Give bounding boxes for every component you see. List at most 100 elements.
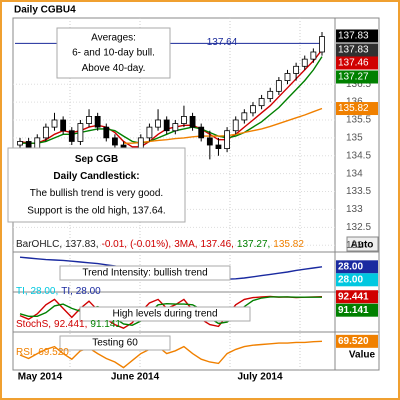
candle-body — [60, 119, 67, 132]
panel-legend-item: 92.441, — [54, 319, 87, 330]
axis-box-bg — [336, 260, 378, 274]
candle-body — [198, 126, 205, 139]
annotation-text: Daily Candlestick: — [53, 171, 139, 182]
y-tick-label: 133.5 — [346, 186, 371, 197]
y-tick-label: 132.5 — [346, 222, 371, 233]
status-line: BarOHLC, 137.83, -0.01, (-0.01%), 3MA, 137.46… — [16, 239, 304, 250]
panel-legend-item: TI, 28.00 — [61, 286, 101, 297]
axis-box-bg — [336, 43, 378, 57]
candle-body — [232, 119, 239, 132]
y-tick-label: 135.5 — [346, 115, 371, 126]
axis-box-label: 69.520 — [338, 336, 369, 347]
panel-note-box — [59, 335, 171, 351]
x-month-label: June 2014 — [111, 372, 160, 383]
candle-body — [146, 126, 153, 139]
axis-frame — [334, 17, 380, 371]
candle-body — [241, 112, 248, 121]
candle-body — [17, 141, 23, 146]
panel-legend-item: StochS, — [16, 319, 51, 330]
status-item: 3MA, — [174, 239, 197, 250]
candle-body — [77, 123, 84, 142]
axis-box: 137.83 — [336, 43, 378, 57]
annotation-box — [56, 27, 171, 79]
annotation-text: Sep CGB — [75, 154, 118, 165]
panel-legend: TI, 28.00, TI, 28.00 — [16, 286, 101, 297]
support-label: 137.64 — [207, 37, 238, 48]
candle-body — [301, 58, 308, 67]
y-tick-label: 134 — [346, 168, 363, 179]
panel-legend-item: RSI, 69.520 — [16, 347, 69, 358]
candle-body — [163, 119, 170, 132]
status-item: 135.82 — [273, 239, 304, 250]
candle-body — [189, 115, 196, 128]
candle-body — [293, 65, 300, 74]
panel-note: High levels during trend — [112, 309, 217, 320]
panel-legend-item: TI, 28.00, — [16, 286, 58, 297]
annotation-text: 6- and 10-day bull. — [72, 48, 155, 59]
candle-body — [155, 119, 161, 128]
y-tick-label: 136.5 — [346, 79, 371, 90]
panel-note: Testing 60 — [92, 338, 138, 349]
candle-body — [86, 115, 92, 124]
candle-body — [68, 130, 75, 142]
candle-body — [319, 36, 325, 53]
axis-box-label: 92.441 — [338, 291, 369, 302]
axis-box: 137.27 — [336, 70, 378, 84]
annotation-text: Averages: — [91, 32, 136, 43]
axis-box-bg — [336, 70, 378, 84]
status-item: BarOHLC, — [16, 239, 62, 250]
axis-box: 137.46 — [336, 56, 378, 70]
axis-box-label: 91.141 — [338, 305, 369, 316]
status-item: 137.83, — [65, 239, 98, 250]
axis-box-bg — [336, 56, 378, 70]
y-tick-label: 135 — [346, 133, 363, 144]
axis-box-bg — [336, 334, 378, 348]
axis-box: 135.82 — [336, 102, 378, 116]
axis-box-label: 137.27 — [338, 72, 369, 83]
annotation-text: Support is the old high, 137.64. — [27, 205, 165, 216]
candle-body — [206, 137, 213, 146]
y-tick-label: 133 — [346, 204, 363, 215]
candle-body — [258, 98, 265, 107]
status-item: 137.46, — [201, 239, 234, 250]
candle-body — [172, 123, 179, 132]
chart-title: Daily CGBU4 — [14, 5, 76, 16]
value-label: Value — [349, 350, 376, 361]
axis-box-label: 28.00 — [338, 261, 363, 272]
candle-body — [42, 126, 49, 139]
y-tick-label: 134.5 — [346, 150, 371, 161]
status-item: -0.01, — [102, 239, 128, 250]
indicator-line — [19, 296, 322, 327]
panel-legend: StochS, 92.441, 91.141 — [16, 319, 121, 330]
candle-body — [250, 105, 256, 114]
candle-body — [215, 144, 222, 150]
y-tick-label: 132 — [346, 240, 363, 251]
candle-body — [224, 130, 230, 150]
annotation-text: The bullish trend is very good. — [30, 188, 163, 199]
axis-box-bg — [336, 102, 378, 116]
panel-note-box — [59, 265, 231, 281]
x-month-label: May 2014 — [18, 372, 63, 383]
candle-body — [51, 119, 58, 128]
axis-box-bg — [336, 303, 378, 317]
auto-button-label[interactable]: Auto — [351, 240, 374, 251]
annotation-box — [7, 147, 186, 223]
candle-body — [267, 90, 274, 99]
candle-body — [181, 115, 187, 124]
axis-box-label: 28.00 — [338, 274, 363, 285]
candle-body — [94, 115, 101, 128]
axis-box-label: 137.83 — [338, 45, 369, 56]
candle-body — [34, 137, 41, 150]
candle-body — [103, 126, 110, 139]
x-month-label: July 2014 — [237, 372, 282, 383]
status-item: (-0.01%), — [130, 239, 171, 250]
axis-box-bg — [336, 29, 378, 43]
axis-box-label: 137.83 — [338, 31, 369, 42]
candle-body — [275, 80, 282, 92]
axis-box-bg — [336, 273, 378, 287]
auto-button[interactable] — [346, 236, 379, 252]
axis-box-bg — [336, 290, 378, 304]
candle-body — [112, 137, 118, 146]
panel-note: Trend Intensity: bullish trend — [82, 268, 207, 279]
